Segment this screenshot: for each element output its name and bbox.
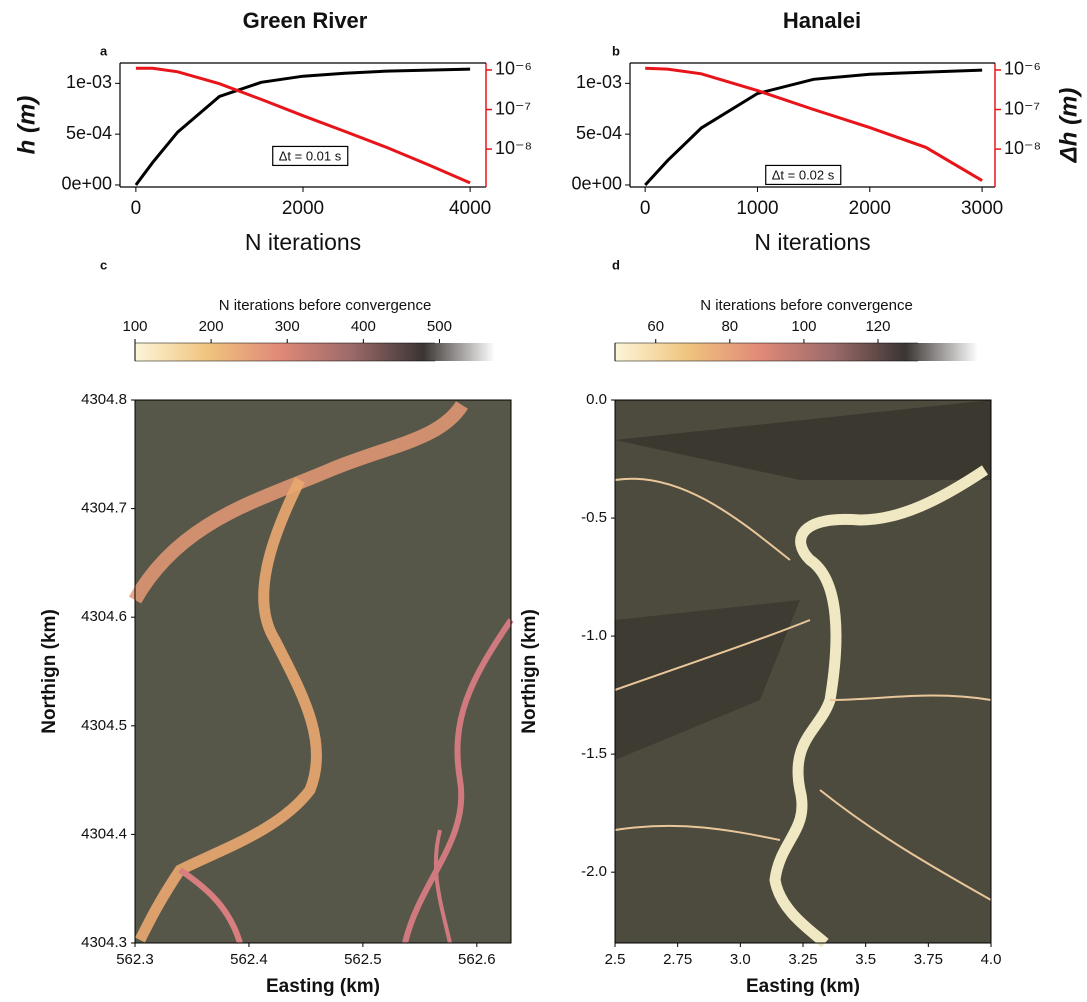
- y-tick-label: 0e+00: [571, 174, 622, 194]
- y2-tick-label: 10⁻⁷: [495, 98, 531, 118]
- stream: [614, 619, 811, 691]
- river: [769, 465, 989, 948]
- series-line: [134, 67, 471, 186]
- y-tick-label: -2.0: [581, 863, 607, 880]
- x-tick-label: 0: [640, 198, 651, 219]
- x-tick-label: 562.5: [344, 951, 382, 968]
- annotation-box: [272, 145, 349, 167]
- stream: [614, 824, 781, 841]
- river: [135, 477, 323, 943]
- colorbar-tick-label: 80: [721, 318, 738, 335]
- map-d-image: [614, 400, 992, 948]
- x-tick-label: 562.3: [116, 951, 154, 968]
- colorbar-tick-label: 60: [647, 318, 664, 335]
- stream: [829, 694, 992, 701]
- colorbar-tick-label: 200: [199, 318, 224, 335]
- y-tick-label: 4304.5: [81, 717, 127, 734]
- y-tick-label: 1e-03: [576, 72, 622, 92]
- stream: [819, 789, 992, 901]
- x-axis-label: N iterations: [754, 229, 870, 255]
- x-tick-label: 4000: [449, 198, 491, 219]
- x-tick-label: 2000: [282, 198, 324, 219]
- panel-label: b: [612, 43, 620, 58]
- colorbar: [135, 343, 495, 361]
- y-tick-label: 0e+00: [61, 174, 112, 194]
- y-tick-label: 4304.4: [81, 825, 127, 842]
- y2-tick-label: 10⁻⁶: [495, 59, 532, 79]
- chart-title: Hanalei: [783, 8, 861, 33]
- stream: [614, 477, 791, 561]
- x-tick-label: 2000: [849, 198, 891, 219]
- colorbar-tick-label: 300: [275, 318, 300, 335]
- x-tick-label: 3.75: [914, 951, 943, 968]
- y2-tick-label: 10⁻⁸: [1004, 138, 1041, 158]
- panel-label: c: [100, 257, 107, 272]
- x-tick-label: 2.5: [605, 951, 626, 968]
- y-tick-label: -1.5: [581, 745, 607, 762]
- colorbar-tick-label: 120: [865, 318, 890, 335]
- y-tick-label: 4304.8: [81, 391, 127, 408]
- panel-label: a: [100, 43, 108, 58]
- colorbar: [615, 343, 978, 361]
- x-axis-label: Easting (km): [746, 976, 860, 997]
- x-tick-label: 562.6: [458, 951, 496, 968]
- river: [402, 618, 514, 944]
- x-tick-label: 3000: [961, 198, 1003, 219]
- colorbar-tick-label: 400: [351, 318, 376, 335]
- river: [178, 867, 243, 944]
- x-tick-label: 4.0: [981, 951, 1002, 968]
- y-tick-label: -1.0: [581, 627, 607, 644]
- x-tick-label: 0: [131, 198, 142, 219]
- colorbar-label: N iterations before convergence: [219, 297, 432, 314]
- chart-title: Green River: [243, 8, 368, 33]
- y2-tick-label: 10⁻⁶: [1004, 59, 1041, 79]
- y-axis-label: h (m): [13, 96, 40, 155]
- series-line: [644, 68, 983, 187]
- river: [433, 829, 452, 944]
- x-tick-label: 2.75: [663, 951, 692, 968]
- series-line: [645, 66, 983, 182]
- panel-label: d: [612, 257, 620, 272]
- annotation: Δt = 0.02 s: [772, 167, 835, 182]
- x-axis-label: N iterations: [245, 229, 361, 255]
- annotation-box: [765, 164, 842, 186]
- y-tick-label: 4304.7: [81, 500, 127, 517]
- y-tick-label: 5e-04: [576, 123, 622, 143]
- x-tick-label: 1000: [736, 198, 778, 219]
- river: [128, 400, 468, 604]
- map-frame: [134, 399, 512, 944]
- shadow: [615, 600, 800, 760]
- colorbar-tick-label: 100: [791, 318, 816, 335]
- y-tick-label: 1e-03: [66, 72, 112, 92]
- colorbar-tick-label: 100: [122, 318, 147, 335]
- x-tick-label: 3.0: [730, 951, 751, 968]
- y-tick-label: -0.5: [581, 509, 607, 526]
- y2-tick-label: 10⁻⁸: [495, 138, 532, 158]
- series-line: [135, 66, 471, 185]
- y-tick-label: 4304.6: [81, 608, 127, 625]
- annotation: Δt = 0.01 s: [279, 148, 342, 163]
- x-axis-label: Easting (km): [266, 976, 380, 997]
- y-tick-label: 0.0: [586, 391, 607, 408]
- y2-tick-label: 10⁻⁷: [1004, 98, 1040, 118]
- x-tick-label: 3.25: [788, 951, 817, 968]
- x-tick-label: 3.5: [855, 951, 876, 968]
- y-tick-label: 5e-04: [66, 123, 112, 143]
- y-tick-label: 4304.3: [81, 934, 127, 951]
- x-tick-label: 562.4: [230, 951, 268, 968]
- y-axis-label: Northign (km): [519, 609, 540, 734]
- colorbar-tick-label: 500: [427, 318, 452, 335]
- y2-axis-label: Δh (m): [1055, 88, 1082, 164]
- y-axis-label: Northign (km): [39, 609, 60, 734]
- shadow: [615, 400, 991, 480]
- map-c-image: [128, 400, 514, 944]
- colorbar-label: N iterations before convergence: [700, 297, 913, 314]
